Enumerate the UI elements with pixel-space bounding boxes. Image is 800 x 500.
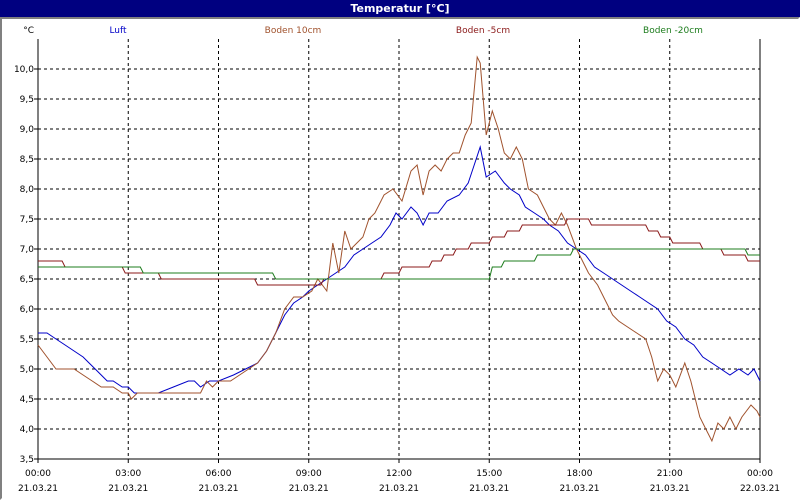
x-tick-label-date: 22.03.21 [740,484,780,494]
y-tick-label: 3,5 [20,455,34,465]
x-tick-label-time: 21:00 [657,469,683,479]
x-tick-label-date: 21.03.21 [108,484,148,494]
x-tick-label-time: 00:00 [747,469,773,479]
series-line-2 [37,55,761,443]
series-line-4 [38,248,760,280]
legend-item-4: Boden -20cm [643,26,703,36]
window-title: Temperatur [°C] [0,0,800,17]
y-tick-label: 7,5 [20,215,34,225]
y-tick-label: 9,0 [20,125,35,135]
legend-item-3: Boden -5cm [456,26,510,36]
y-axis-unit: °C [23,26,34,36]
x-tick-label-date: 21.03.21 [289,484,329,494]
series-line-3 [38,218,760,286]
y-tick-label: 10,0 [14,65,34,75]
y-tick-label: 4,5 [20,395,34,405]
y-tick-label: 8,0 [20,185,35,195]
x-tick-label-time: 03:00 [115,469,141,479]
y-tick-label: 4,0 [20,425,35,435]
x-tick-label-date: 21.03.21 [469,484,509,494]
y-tick-label: 5,5 [20,335,34,345]
x-tick-label-date: 21.03.21 [198,484,238,494]
legend-item-1: Luft [109,26,127,36]
x-tick-label-date: 21.03.21 [379,484,419,494]
y-tick-label: 6,0 [20,305,35,315]
y-tick-label: 6,5 [20,275,34,285]
temperature-chart: 3,5 4,0 4,5 5,0 5,5 6,0 6,5 7,0 7,5 8,0 8,5 9,0 9,5 1… [14,26,780,494]
x-tick-label-date: 21.03.21 [18,484,58,494]
y-tick-label: 9,5 [20,95,34,105]
x-tick-label-time: 00:00 [25,469,51,479]
x-tick-label-date: 21.03.21 [650,484,690,494]
x-tick-label-time: 18:00 [567,469,593,479]
x-tick-label-date: 21.03.21 [559,484,599,494]
y-tick-label: 8,5 [20,155,34,165]
x-tick-label-time: 15:00 [476,469,502,479]
y-tick-label: 5,0 [20,365,35,375]
y-tick-label: 7,0 [20,245,35,255]
x-tick-label-time: 12:00 [386,469,412,479]
chart-frame: 3,5 4,0 4,5 5,0 5,5 6,0 6,5 7,0 7,5 8,0 8,5 9,0 9,5 1… [0,17,800,500]
legend-item-2: Boden 10cm [265,26,322,36]
x-tick-label-time: 09:00 [296,469,322,479]
x-tick-label-time: 06:00 [206,469,232,479]
